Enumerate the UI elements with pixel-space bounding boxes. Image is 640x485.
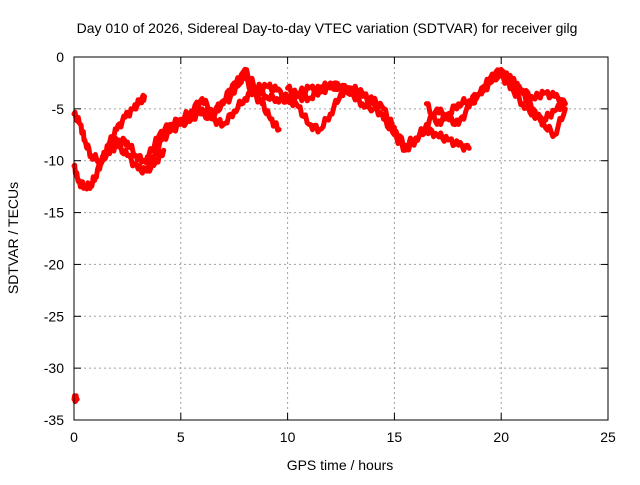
y-tick-label: -35 <box>44 412 64 428</box>
x-axis-label: GPS time / hours <box>287 457 394 473</box>
plot-frame <box>73 56 609 421</box>
series-layer <box>71 66 568 404</box>
y-tick-label: -15 <box>44 205 64 221</box>
y-tick-label: -5 <box>52 101 65 117</box>
chart-title: Day 010 of 2026, Sidereal Day-to-day VTE… <box>77 20 578 36</box>
y-tick-label: -20 <box>44 256 64 272</box>
y-tick-label: 0 <box>56 49 64 65</box>
x-tick-label: 5 <box>177 429 185 445</box>
series-line-arc-6 <box>285 80 472 153</box>
series-line-arc-9 <box>488 70 568 124</box>
x-tick-label: 15 <box>387 429 403 445</box>
x-tick-label: 20 <box>493 429 509 445</box>
y-axis-label: SDTVAR / TECUs <box>5 182 21 294</box>
x-tick-label: 10 <box>280 429 296 445</box>
y-tick-label: -25 <box>44 308 64 324</box>
x-tick-label: 0 <box>70 429 78 445</box>
series-line-arc-7 <box>381 66 568 153</box>
y-tick-label: -30 <box>44 360 64 376</box>
x-tick-label: 25 <box>600 429 616 445</box>
y-tick-label: -10 <box>44 153 64 169</box>
axis-layer: 0 5 10 15 20 25 0 -5 -10 -15 -20 -25 -30 -35 <box>44 49 616 445</box>
grid-layer <box>74 57 608 420</box>
